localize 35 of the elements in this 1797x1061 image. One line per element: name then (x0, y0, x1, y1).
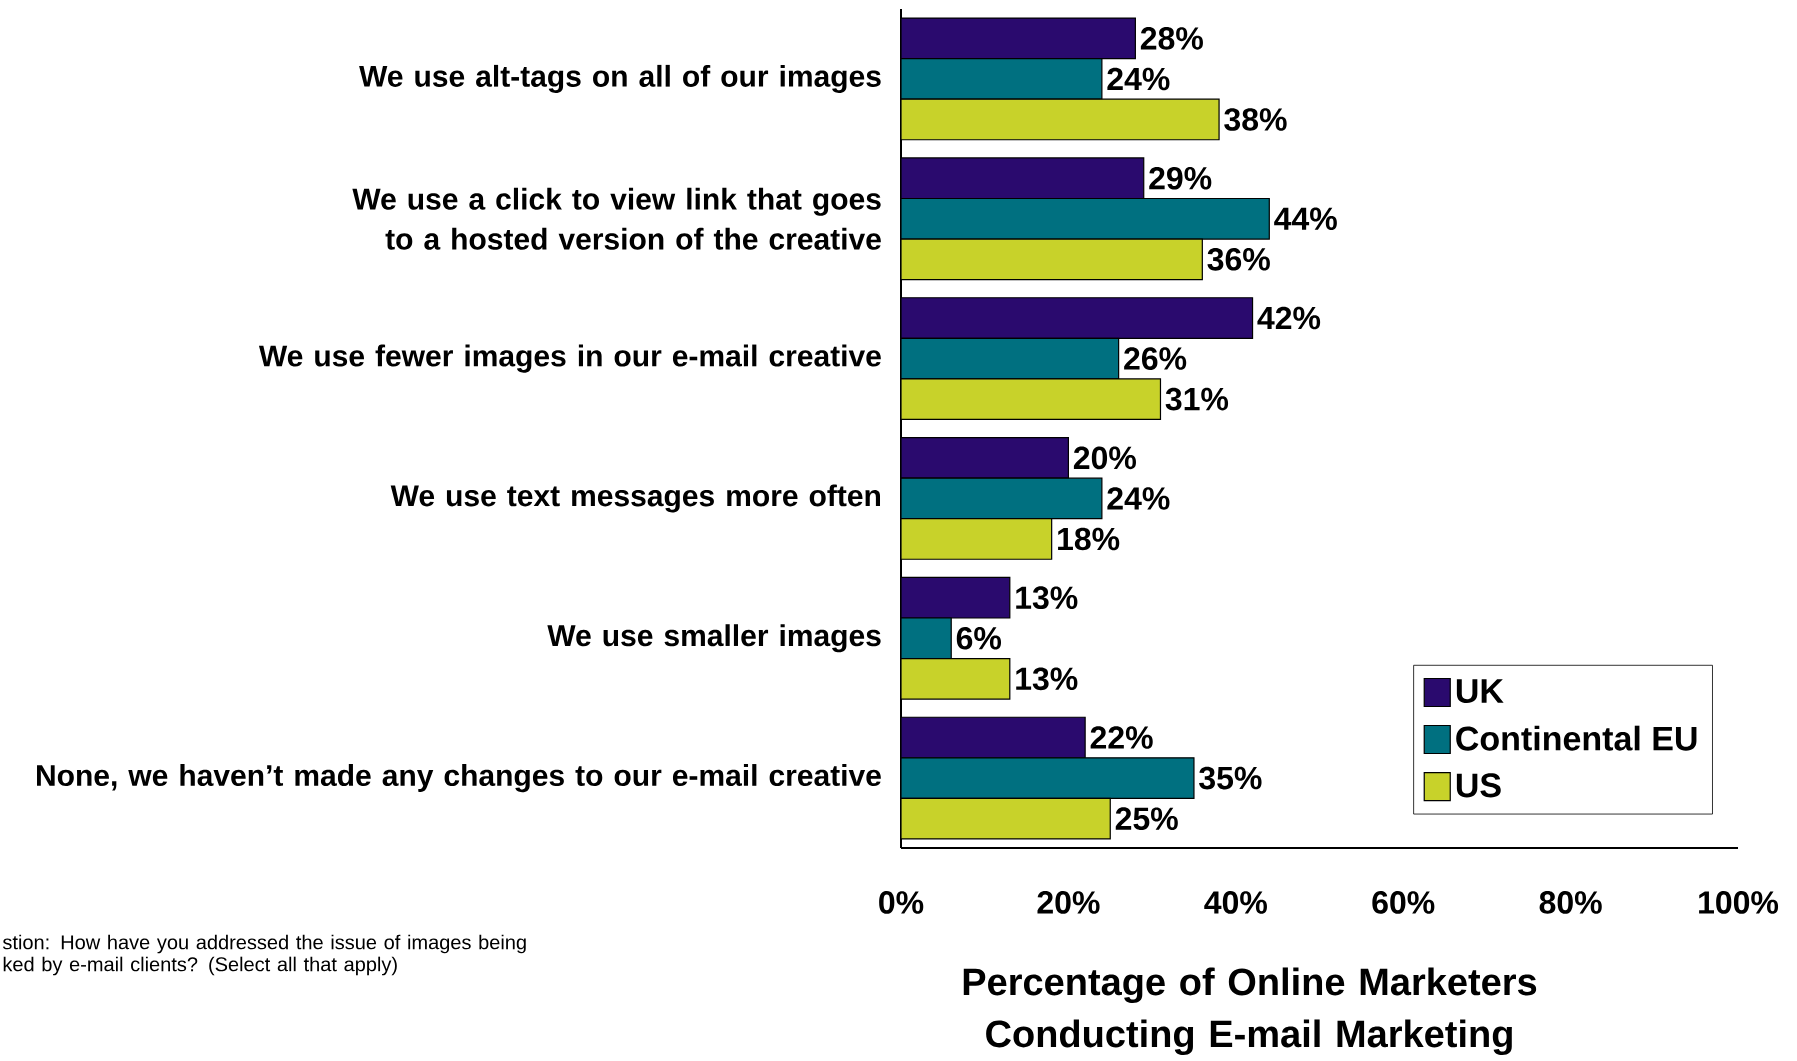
y-tick-label: None, we haven’t made any changes to our e-mail creative (37, 764, 881, 793)
x-tick-label: 100% (1699, 891, 1779, 914)
data-label: 13% (1016, 586, 1078, 610)
y-tick-label: We use text messages more often (390, 484, 881, 513)
data-label: 24% (1107, 67, 1170, 91)
data-label: 29% (1149, 166, 1212, 190)
legend-label: Continental EU (1456, 725, 1697, 751)
data-label: 18% (1058, 527, 1120, 551)
data-label: 6% (956, 626, 1002, 650)
x-tick-label: 40% (1204, 891, 1267, 914)
y-tick-label: We use a click to view link that goes to a hosted version of the creative (352, 187, 881, 250)
data-label: 28% (1140, 27, 1203, 50)
data-label: 20% (1073, 446, 1136, 470)
x-tick-label: 20% (1037, 891, 1100, 914)
y-tick-label: We use smaller images (547, 624, 881, 653)
data-label: 42% (1257, 306, 1321, 330)
x-tick-label: 80% (1539, 891, 1602, 914)
x-axis-title: Percentage of Online Marketers Conducting E-mail Marketing (963, 967, 1537, 1056)
data-label: 13% (1016, 667, 1078, 691)
x-tick-label: 0% (879, 891, 924, 914)
data-label: 35% (1199, 766, 1262, 790)
data-label: 24% (1107, 487, 1170, 510)
y-tick-label: We use fewer images in our e-mail creative (258, 344, 881, 373)
data-label: 25% (1115, 807, 1178, 830)
data-label: 31% (1165, 387, 1229, 411)
data-label: 22% (1090, 726, 1153, 749)
text: stion: How have you addressed the issue of images being ked by e-mail clients? (Select all that apply) (2, 934, 526, 976)
data-label: 44% (1274, 207, 1337, 231)
data-label: 26% (1124, 347, 1187, 370)
legend-label: US (1456, 773, 1501, 798)
y-tick-label: We use alt-tags on all of our images (359, 64, 881, 93)
x-tick-label: 60% (1372, 891, 1435, 914)
legend-label: UK (1456, 679, 1504, 704)
data-label: 36% (1207, 247, 1270, 271)
data-label: 38% (1224, 108, 1287, 131)
